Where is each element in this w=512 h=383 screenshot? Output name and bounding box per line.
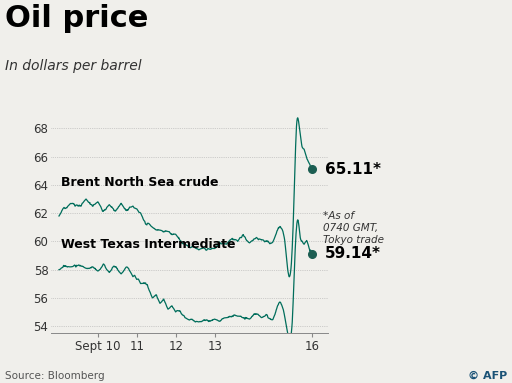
Text: In dollars per barrel: In dollars per barrel	[5, 59, 142, 74]
Text: 59.14*: 59.14*	[325, 246, 381, 261]
Text: Source: Bloomberg: Source: Bloomberg	[5, 371, 105, 381]
Text: Oil price: Oil price	[5, 4, 148, 33]
Text: Brent North Sea crude: Brent North Sea crude	[61, 176, 219, 189]
Text: *As of
0740 GMT,
Tokyo trade: *As of 0740 GMT, Tokyo trade	[324, 211, 385, 245]
Text: © AFP: © AFP	[467, 371, 507, 381]
Text: West Texas Intermediate: West Texas Intermediate	[61, 238, 236, 251]
Text: 65.11*: 65.11*	[325, 162, 381, 177]
